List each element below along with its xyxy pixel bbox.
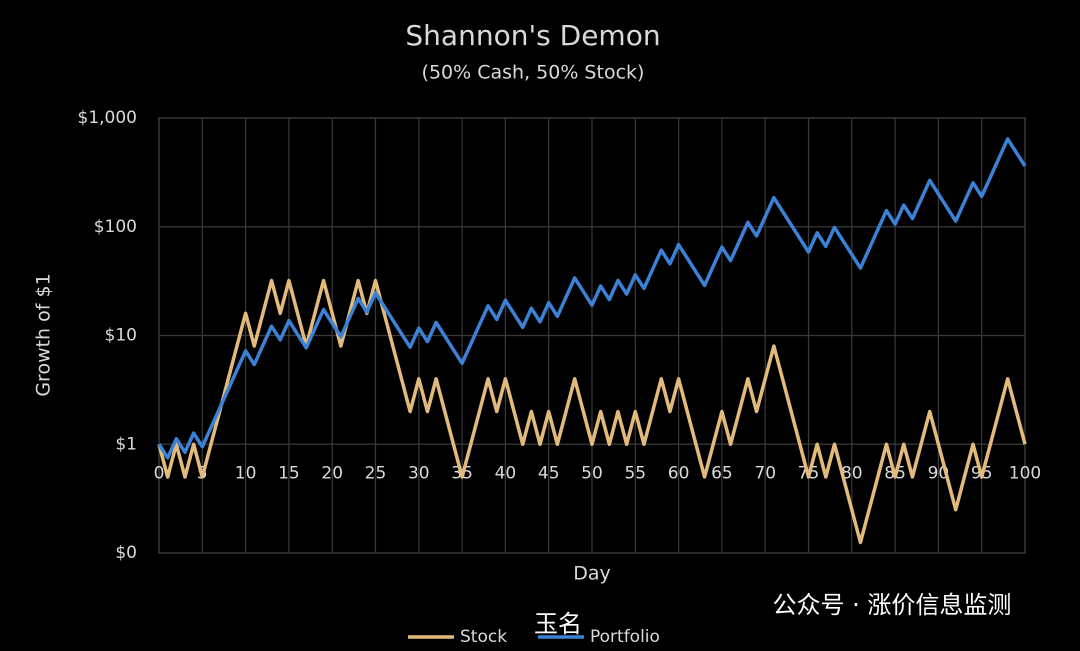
x-tick-label: 65 <box>711 463 733 483</box>
y-axis-label: Growth of $1 <box>33 273 55 396</box>
legend-label: Portfolio <box>590 627 660 647</box>
series-line <box>157 137 1027 460</box>
x-tick-label: 10 <box>235 463 257 483</box>
x-tick-label: 60 <box>668 463 690 483</box>
x-tick-label: 25 <box>365 463 387 483</box>
x-tick-label: 70 <box>754 463 776 483</box>
y-tick-label: $1 <box>115 434 137 454</box>
series-line <box>157 278 1027 545</box>
y-tick-label: $0 <box>115 543 137 563</box>
y-tick-label: $1,000 <box>78 108 137 128</box>
x-tick-label: 30 <box>408 463 430 483</box>
chart-subtitle: (50% Cash, 50% Stock) <box>422 62 645 84</box>
watermark: 玉名 <box>534 610 582 638</box>
x-tick-label: 100 <box>1009 463 1041 483</box>
x-tick-label: 15 <box>278 463 300 483</box>
legend-label: Stock <box>460 627 507 647</box>
x-tick-label: 80 <box>841 463 863 483</box>
x-tick-label: 50 <box>581 463 603 483</box>
x-tick-label: 55 <box>624 463 646 483</box>
watermark: 公众号 · 涨价信息监测 <box>773 591 1012 619</box>
y-tick-label: $10 <box>105 326 137 346</box>
chart-title: Shannon's Demon <box>405 19 660 52</box>
x-tick-label: 0 <box>154 463 165 483</box>
x-tick-label: 40 <box>495 463 517 483</box>
x-tick-label: 45 <box>538 463 560 483</box>
x-tick-label: 20 <box>321 463 343 483</box>
x-axis-label: Day <box>573 563 611 585</box>
y-tick-label: $100 <box>94 217 137 237</box>
